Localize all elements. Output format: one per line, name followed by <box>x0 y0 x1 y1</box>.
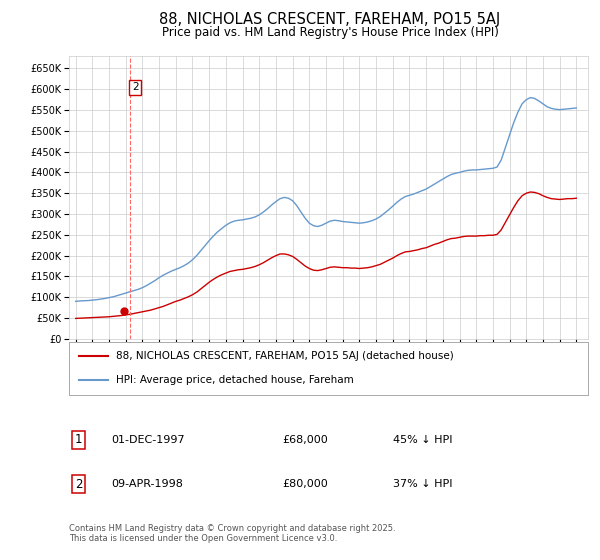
Text: 1: 1 <box>75 433 83 446</box>
Text: 09-APR-1998: 09-APR-1998 <box>111 479 183 489</box>
Text: £80,000: £80,000 <box>282 479 328 489</box>
Text: 45% ↓ HPI: 45% ↓ HPI <box>393 435 452 445</box>
Text: 2: 2 <box>132 82 139 92</box>
Text: Price paid vs. HM Land Registry's House Price Index (HPI): Price paid vs. HM Land Registry's House … <box>161 26 499 39</box>
Text: £68,000: £68,000 <box>282 435 328 445</box>
Text: 37% ↓ HPI: 37% ↓ HPI <box>393 479 452 489</box>
Text: 2: 2 <box>75 478 83 491</box>
Text: 88, NICHOLAS CRESCENT, FAREHAM, PO15 5AJ: 88, NICHOLAS CRESCENT, FAREHAM, PO15 5AJ <box>160 12 500 27</box>
Text: 01-DEC-1997: 01-DEC-1997 <box>111 435 185 445</box>
Text: HPI: Average price, detached house, Fareham: HPI: Average price, detached house, Fare… <box>116 375 353 385</box>
Text: 88, NICHOLAS CRESCENT, FAREHAM, PO15 5AJ (detached house): 88, NICHOLAS CRESCENT, FAREHAM, PO15 5AJ… <box>116 352 454 362</box>
Text: Contains HM Land Registry data © Crown copyright and database right 2025.
This d: Contains HM Land Registry data © Crown c… <box>69 524 395 543</box>
